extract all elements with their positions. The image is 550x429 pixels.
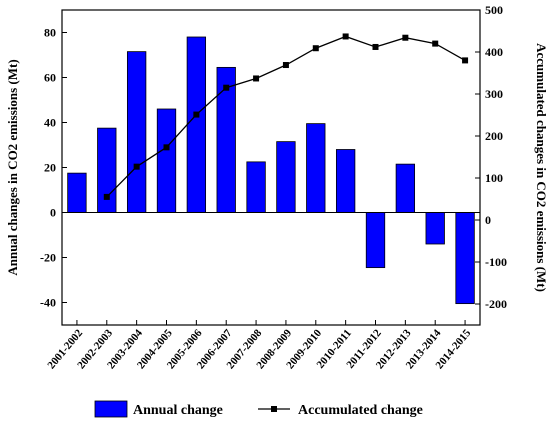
bar-2012-2013 <box>395 163 416 213</box>
bar-2005-2006 <box>186 36 207 213</box>
left-tick-label: -40 <box>40 296 56 310</box>
right-tick-label: 200 <box>485 129 503 143</box>
point-2010-2011 <box>342 33 349 40</box>
left-tick-label: 40 <box>44 116 56 130</box>
left-tick-label: 20 <box>44 161 56 175</box>
axis-titles: Annual changes in CO2 emissions (Mt) Accu… <box>5 43 549 292</box>
left-tick-label: 80 <box>44 26 56 40</box>
left-axis-title: Annual changes in CO2 emissions (Mt) <box>5 59 20 275</box>
x-axis: 2001-20022002-20032003-20042004-20052005… <box>45 320 474 371</box>
right-tick-label: 300 <box>485 87 503 101</box>
point-2014-2015 <box>462 57 469 64</box>
point-2003-2004 <box>133 163 140 170</box>
right-axis-title: Accumulated changes in CO2 emissions (Mt… <box>534 43 549 292</box>
bars-series <box>67 36 475 305</box>
bar-2014-2015 <box>455 212 475 305</box>
point-2006-2007 <box>223 84 230 91</box>
left-tick-label: 60 <box>44 71 56 85</box>
right-tick-label: -200 <box>485 297 507 311</box>
legend-bar-label: Annual change <box>133 403 223 418</box>
bar-2011-2012 <box>365 212 386 269</box>
right-y-axis: -200 -100 0 100 200 300 400 500 <box>475 3 507 311</box>
legend-bar-swatch <box>94 400 128 418</box>
legend-line-marker <box>271 406 277 412</box>
bar-2003-2004 <box>126 51 147 213</box>
point-2002-2003 <box>103 193 110 200</box>
point-2004-2005 <box>163 144 170 151</box>
plot-area <box>61 9 481 326</box>
bar-2009-2010 <box>306 123 326 213</box>
point-2012-2013 <box>402 34 409 41</box>
accumulated-line-series <box>103 33 469 200</box>
right-tick-label: 0 <box>485 213 491 227</box>
left-y-axis: -40 -20 0 20 40 60 80 <box>40 26 67 310</box>
point-2007-2008 <box>253 75 260 82</box>
point-2008-2009 <box>282 62 289 69</box>
right-tick-label: 100 <box>485 171 503 185</box>
point-2013-2014 <box>432 40 439 47</box>
point-2011-2012 <box>372 43 379 50</box>
legend-line-label: Accumulated change <box>298 403 423 418</box>
bar-2013-2014 <box>425 212 445 245</box>
bar-2001-2002 <box>67 172 87 213</box>
right-tick-label: 400 <box>485 45 503 59</box>
left-tick-label: 0 <box>50 206 56 220</box>
point-2005-2006 <box>193 111 200 118</box>
left-tick-label: -20 <box>40 251 56 265</box>
point-2009-2010 <box>312 45 319 52</box>
legend: Annual change Accumulated change <box>94 400 423 418</box>
bar-2008-2009 <box>276 141 296 213</box>
bar-2004-2005 <box>156 108 177 213</box>
right-tick-label: -100 <box>485 255 507 269</box>
bar-2007-2008 <box>246 161 266 213</box>
plot-frame <box>61 9 481 326</box>
bar-2010-2011 <box>335 149 356 213</box>
right-tick-label: 500 <box>485 3 503 17</box>
